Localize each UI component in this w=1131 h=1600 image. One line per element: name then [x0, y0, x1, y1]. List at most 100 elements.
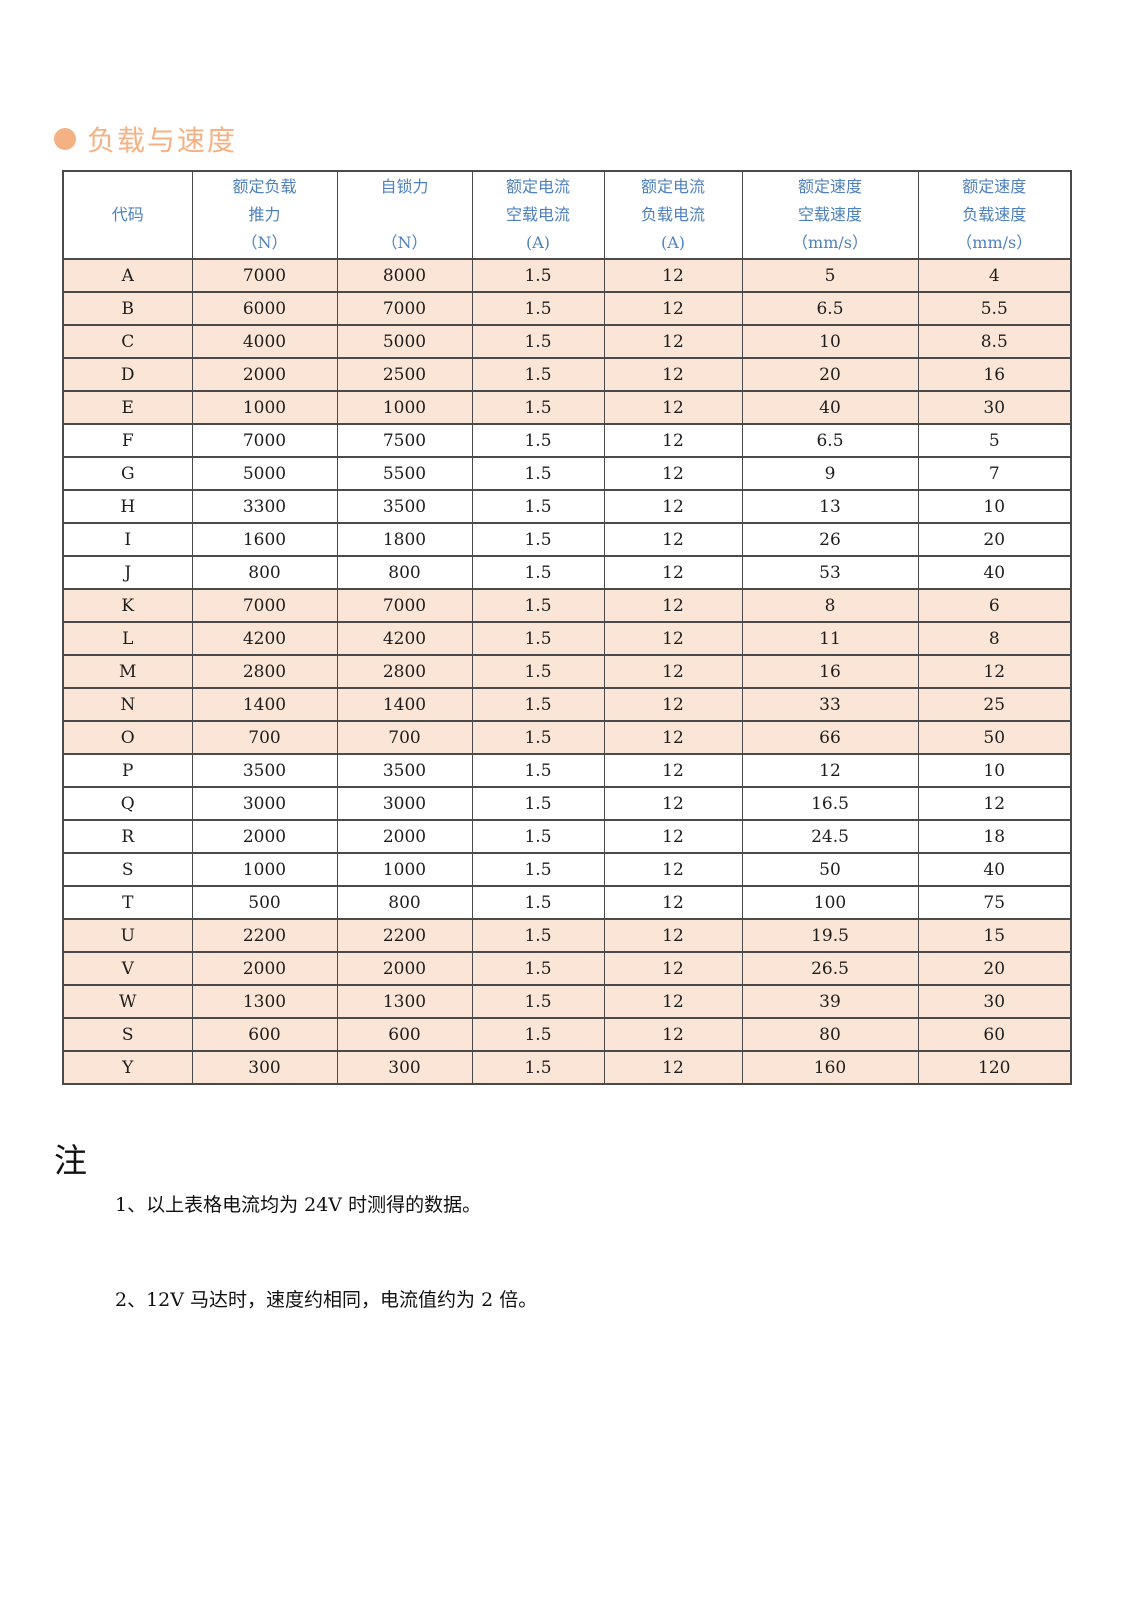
value-cell: 33 — [741, 687, 919, 722]
value-cell: 30 — [917, 984, 1072, 1019]
table-row: R 2000 2000 1.5 12 24.5 18 — [62, 819, 1072, 854]
value-cell: 2200 — [336, 918, 473, 953]
header-cell: 代码 — [62, 170, 193, 260]
value-cell: 12 — [917, 654, 1072, 689]
value-cell: 12 — [603, 951, 743, 986]
value-cell: 75 — [917, 885, 1072, 920]
value-cell: 1300 — [336, 984, 473, 1019]
value-cell: 12 — [603, 885, 743, 920]
value-cell: 12 — [917, 786, 1072, 821]
code-cell: P — [62, 753, 193, 788]
value-cell: 6000 — [191, 291, 338, 326]
value-cell: 25 — [917, 687, 1072, 722]
value-cell: 80 — [741, 1017, 919, 1052]
value-cell: 26 — [741, 522, 919, 557]
value-cell: 12 — [603, 852, 743, 887]
value-cell: 2000 — [191, 357, 338, 392]
table-row: A 7000 8000 1.5 12 5 4 — [62, 258, 1072, 293]
notes-heading: 注 — [54, 1141, 87, 1180]
value-cell: 12 — [603, 984, 743, 1019]
code-cell: J — [62, 555, 193, 590]
header-line: 负载电流 — [640, 205, 705, 224]
value-cell: 1.5 — [471, 621, 605, 656]
header-line — [64, 229, 192, 257]
value-cell: 12 — [741, 753, 919, 788]
code-cell: S — [62, 852, 193, 887]
code-cell: M — [62, 654, 193, 689]
header-cell: 自锁力 （N） — [336, 170, 473, 260]
code-cell: R — [62, 819, 193, 854]
value-cell: 40 — [741, 390, 919, 425]
value-cell: 3300 — [191, 489, 338, 524]
table-row: I 1600 1800 1.5 12 26 20 — [62, 522, 1072, 557]
value-cell: 12 — [603, 390, 743, 425]
value-cell: 4 — [917, 258, 1072, 293]
code-cell: F — [62, 423, 193, 458]
value-cell: 40 — [917, 555, 1072, 590]
value-cell: 3000 — [336, 786, 473, 821]
value-cell: 3500 — [336, 753, 473, 788]
code-cell: B — [62, 291, 193, 326]
value-cell: 8000 — [336, 258, 473, 293]
value-cell: 1.5 — [471, 588, 605, 623]
value-cell: 12 — [603, 291, 743, 326]
value-cell: 12 — [603, 720, 743, 755]
header-line: 空载电流 — [505, 205, 570, 224]
table-row: K 7000 7000 1.5 12 8 6 — [62, 588, 1072, 623]
header-line: （mm/s） — [956, 233, 1033, 252]
value-cell: 1.5 — [471, 885, 605, 920]
table-row: P 3500 3500 1.5 12 12 10 — [62, 753, 1072, 788]
value-cell: 5 — [741, 258, 919, 293]
table-row: G 5000 5500 1.5 12 9 7 — [62, 456, 1072, 491]
header-line: （N） — [381, 233, 428, 252]
value-cell: 800 — [336, 885, 473, 920]
value-cell: 24.5 — [741, 819, 919, 854]
header-cell: 额定速度 空载速度 （mm/s） — [741, 170, 919, 260]
table-row: T 500 800 1.5 12 100 75 — [62, 885, 1072, 920]
table-row: C 4000 5000 1.5 12 10 8.5 — [62, 324, 1072, 359]
header-cell: 额定电流 空载电流 (A) — [471, 170, 605, 260]
value-cell: 800 — [191, 555, 338, 590]
table-header: 代码 额定负载 推力 （N） 自锁力 （N） 额定电流 空载电流 (A) 额定电流 负载电流 (A) 额… — [62, 170, 1072, 260]
value-cell: 20 — [917, 522, 1072, 557]
value-cell: 2200 — [191, 918, 338, 953]
code-cell: Q — [62, 786, 193, 821]
value-cell: 1000 — [336, 852, 473, 887]
value-cell: 12 — [603, 687, 743, 722]
code-cell: I — [62, 522, 193, 557]
value-cell: 12 — [603, 357, 743, 392]
value-cell: 12 — [603, 456, 743, 491]
value-cell: 5.5 — [917, 291, 1072, 326]
code-cell: D — [62, 357, 193, 392]
value-cell: 1800 — [336, 522, 473, 557]
value-cell: 2800 — [336, 654, 473, 689]
value-cell: 12 — [603, 588, 743, 623]
header-cell: 额定电流 负载电流 (A) — [603, 170, 743, 260]
value-cell: 2000 — [336, 819, 473, 854]
code-cell: G — [62, 456, 193, 491]
table-row: E 1000 1000 1.5 12 40 30 — [62, 390, 1072, 425]
code-cell: K — [62, 588, 193, 623]
value-cell: 1.5 — [471, 786, 605, 821]
value-cell: 7 — [917, 456, 1072, 491]
value-cell: 12 — [603, 654, 743, 689]
value-cell: 1.5 — [471, 522, 605, 557]
table-row: Q 3000 3000 1.5 12 16.5 12 — [62, 786, 1072, 821]
header-cell: 额定负载 推力 （N） — [191, 170, 338, 260]
header-line: (A) — [660, 233, 686, 252]
value-cell: 66 — [741, 720, 919, 755]
value-cell: 8.5 — [917, 324, 1072, 359]
notes-list: 1、以上表格电流均为 24V 时测得的数据。 2、12V 马达时，速度约相同，电流… — [115, 1192, 537, 1382]
value-cell: 18 — [917, 819, 1072, 854]
table-row: U 2200 2200 1.5 12 19.5 15 — [62, 918, 1072, 953]
value-cell: 5000 — [336, 324, 473, 359]
value-cell: 100 — [741, 885, 919, 920]
value-cell: 1.5 — [471, 489, 605, 524]
value-cell: 3500 — [191, 753, 338, 788]
table-row: S 1000 1000 1.5 12 50 40 — [62, 852, 1072, 887]
value-cell: 50 — [917, 720, 1072, 755]
header-line — [64, 173, 192, 201]
value-cell: 4000 — [191, 324, 338, 359]
value-cell: 5000 — [191, 456, 338, 491]
note-item: 2、12V 马达时，速度约相同，电流值约为 2 倍。 — [115, 1289, 538, 1311]
